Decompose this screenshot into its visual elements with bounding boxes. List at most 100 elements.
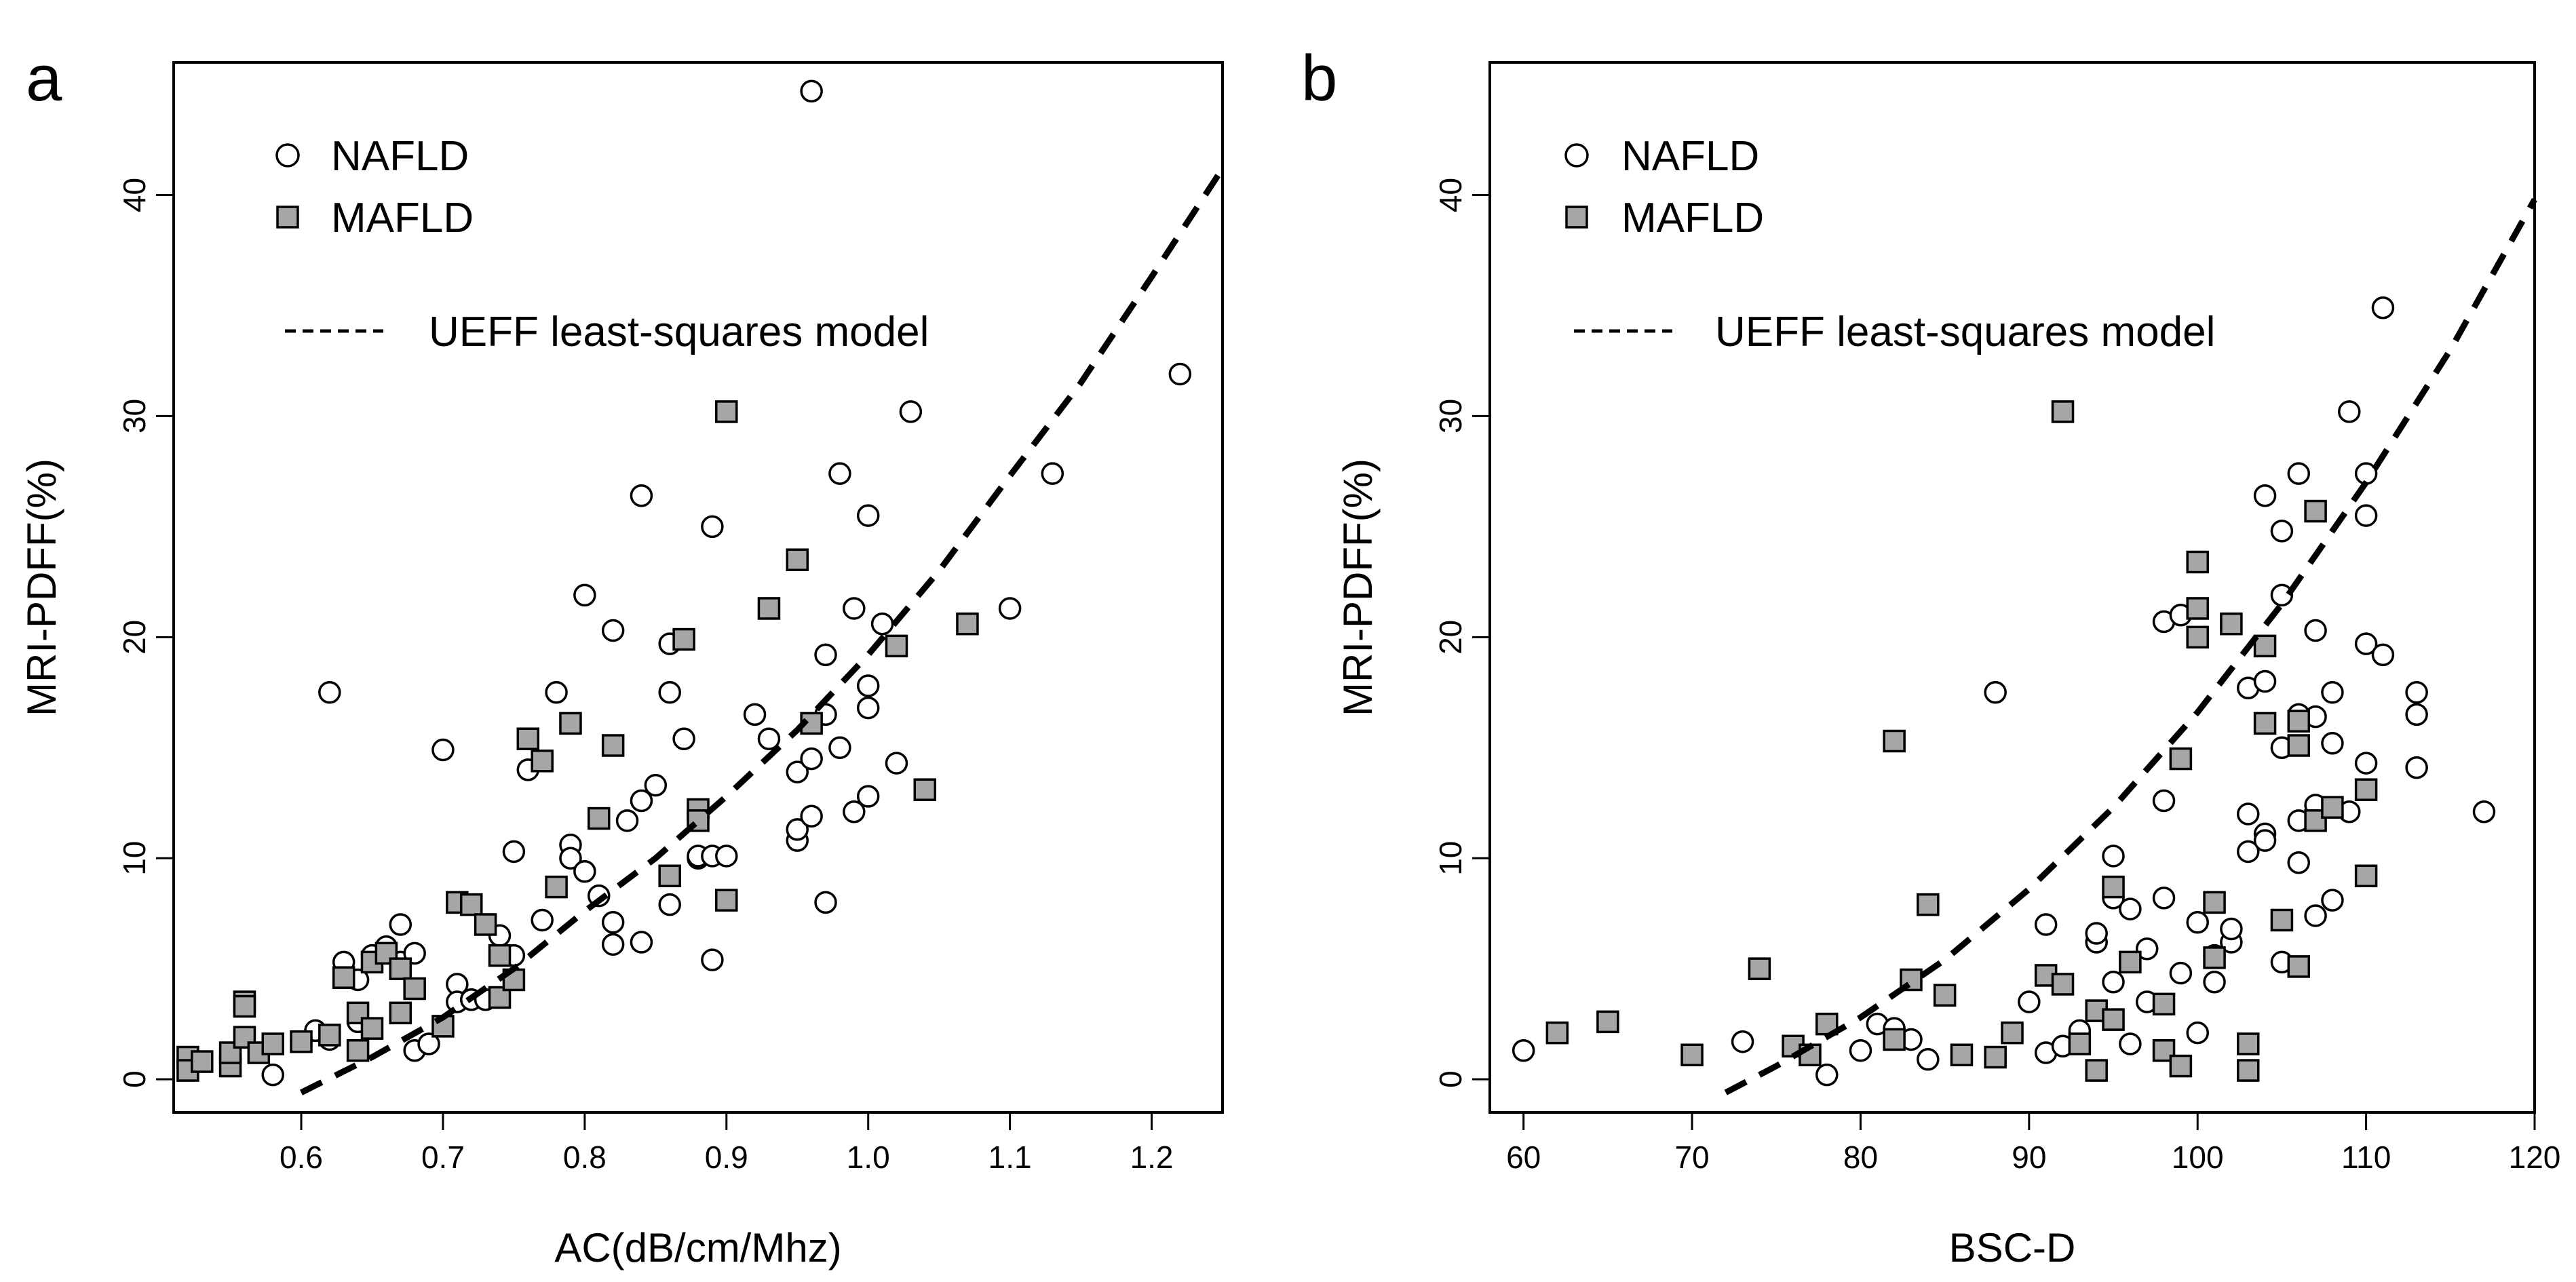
x-tick-label: 70 (1674, 1140, 1709, 1175)
mafld-point (191, 1050, 214, 1073)
mafld-point (601, 734, 625, 757)
y-tick-label: 40 (1433, 178, 1468, 212)
mafld-point (2270, 908, 2294, 932)
x-tick-label: 0.7 (421, 1140, 465, 1175)
mafld-point (2321, 796, 2344, 819)
nafld-point (2354, 752, 2378, 775)
nafld-point (2102, 844, 2125, 868)
nafld-point (786, 760, 809, 783)
nafld-point (2321, 681, 2344, 704)
nafld-point (2405, 756, 2428, 779)
y-tick-label: 30 (1433, 399, 1468, 433)
panel-a: a 0.6 0.7 0.8 0.9 1.0 1.1 1.2 0 10 20 30 40 AC(dB/c… (19, 42, 1225, 1270)
nafld-point (658, 681, 681, 704)
nafld-point (672, 727, 695, 750)
mafld-point (261, 1032, 284, 1055)
mafld-point (360, 1017, 384, 1040)
nafld-point (2253, 829, 2277, 852)
mafld-point (2203, 891, 2226, 914)
nafld-point (2287, 851, 2311, 874)
nafld-point (1731, 1030, 1754, 1053)
mafld-point (786, 548, 809, 572)
plot-area: 0.6 0.7 0.8 0.9 1.0 1.1 1.2 0 10 20 30 40 (117, 79, 1225, 1175)
mafld-point (2051, 973, 2075, 996)
nafld-point (2085, 922, 2108, 945)
mafld-point (2169, 1054, 2193, 1078)
y-tick-label: 40 (117, 178, 152, 212)
mafld-point (1933, 984, 1957, 1007)
mafld-point (757, 597, 781, 620)
nafld-point (2321, 732, 2344, 755)
mafld-point (2236, 1032, 2260, 1055)
nafld-point (630, 931, 653, 954)
nafld-point (389, 913, 412, 936)
nafld-point (899, 400, 923, 423)
nafld-point (658, 893, 681, 916)
mafld-point (2051, 400, 2075, 423)
nafld-point (2405, 681, 2428, 704)
legend: NAFLD MAFLD UEFF least-squares model (275, 133, 929, 355)
nafld-point (2034, 913, 2058, 936)
nafld-point (615, 809, 639, 832)
nafld-point (800, 804, 823, 828)
mafld-point (559, 712, 582, 735)
mafld-point (1883, 1028, 1906, 1051)
nafld-point (885, 752, 908, 775)
y-tick-label: 30 (117, 399, 152, 433)
mafld-point (332, 966, 355, 989)
mafld-point (545, 875, 568, 899)
nafld-point (2287, 462, 2311, 485)
mafld-point (2001, 1021, 2024, 1045)
nafld-point (856, 674, 880, 697)
mafld-point (2102, 875, 2125, 899)
mafld-point (2152, 992, 2176, 1016)
nafld-point (2304, 904, 2327, 927)
x-tick-label: 90 (2012, 1140, 2046, 1175)
nafld-point (1512, 1038, 1535, 1062)
mafld-point (403, 977, 426, 1001)
y-tick-label: 20 (1433, 620, 1468, 655)
nafld-point (800, 79, 823, 103)
nafld-point (701, 948, 724, 971)
legend-model-label: UEFF least-squares model (1715, 309, 2215, 355)
nafld-point (2220, 917, 2243, 941)
mafld-point (715, 400, 738, 423)
nafld-point (800, 747, 823, 771)
nafld-point (843, 597, 866, 620)
nafld-point (998, 597, 1022, 620)
mafld-point (2186, 550, 2209, 574)
plot-frame (172, 61, 1224, 1114)
x-axis-title: BSC-D (1949, 1225, 2076, 1270)
mafld-point (885, 634, 908, 658)
nafld-point (601, 619, 625, 642)
nafld-point (2270, 520, 2294, 543)
nafld-point (2304, 619, 2327, 642)
mafld-point (2068, 1032, 2092, 1055)
nafld-point (2119, 1032, 2142, 1055)
mafld-point (389, 1001, 412, 1025)
nafld-point (828, 462, 851, 485)
nafld-point (1849, 1038, 1872, 1062)
mafld-point (346, 1038, 370, 1062)
nafld-point (856, 504, 880, 527)
mafld-point (2085, 1059, 2108, 1082)
mafld-point (2304, 499, 2327, 523)
nafld-point (2270, 583, 2294, 607)
nafld-point (1917, 1048, 1940, 1071)
nafld-point (856, 785, 880, 808)
nafld-point (2338, 400, 2361, 423)
nafld-point (2018, 990, 2041, 1013)
mafld-point (1900, 968, 1923, 992)
mafld-point (956, 613, 979, 636)
mafld-point (588, 807, 611, 830)
mafld-point (389, 957, 412, 980)
mafld-point (1596, 1010, 1619, 1034)
nafld-point (2253, 484, 2277, 507)
mafld-point (531, 750, 554, 773)
nafld-point (715, 844, 738, 868)
nafld-point (644, 773, 668, 797)
mafld-point (1984, 1045, 2007, 1069)
nafld-point (2119, 897, 2142, 920)
nafld-point (431, 738, 455, 762)
fit-curve (299, 166, 1225, 1095)
